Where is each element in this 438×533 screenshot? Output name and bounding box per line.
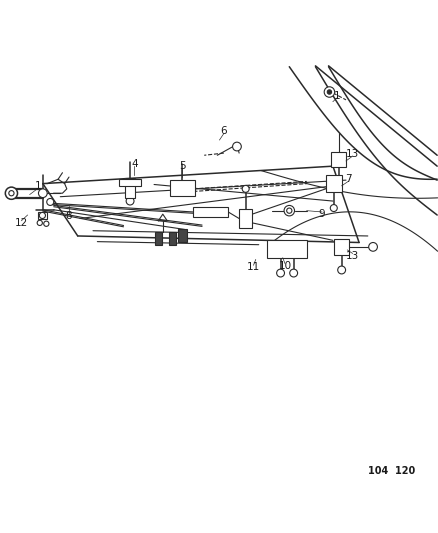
Circle shape (183, 184, 190, 191)
Circle shape (241, 215, 249, 222)
Bar (193, 207, 228, 217)
Bar (333, 239, 349, 255)
Circle shape (9, 191, 14, 196)
Text: 1: 1 (333, 91, 340, 101)
Circle shape (283, 205, 294, 216)
Circle shape (5, 187, 18, 199)
Circle shape (39, 189, 47, 198)
Circle shape (198, 208, 205, 215)
Circle shape (215, 208, 223, 215)
Circle shape (290, 245, 298, 253)
Circle shape (334, 181, 342, 189)
Circle shape (39, 213, 46, 219)
Text: 5: 5 (179, 161, 185, 171)
Bar (124, 179, 135, 198)
Circle shape (232, 142, 241, 151)
Circle shape (337, 266, 345, 274)
Text: 4: 4 (131, 159, 138, 169)
Bar (325, 175, 341, 192)
Circle shape (368, 243, 377, 251)
Text: 104  120: 104 120 (367, 466, 414, 475)
Circle shape (334, 156, 342, 164)
Text: 9: 9 (318, 209, 325, 219)
Circle shape (337, 243, 345, 251)
Text: 6: 6 (220, 126, 226, 136)
Bar (178, 229, 186, 241)
Circle shape (329, 180, 337, 188)
Circle shape (47, 198, 53, 205)
Circle shape (286, 208, 291, 213)
Circle shape (276, 269, 284, 277)
Text: 13: 13 (345, 149, 358, 159)
Text: 8: 8 (66, 211, 72, 221)
Bar (119, 179, 141, 186)
Circle shape (289, 269, 297, 277)
Text: 10: 10 (278, 261, 291, 271)
Circle shape (326, 90, 331, 94)
Bar (169, 232, 176, 245)
Circle shape (329, 205, 336, 212)
Circle shape (37, 220, 42, 225)
Circle shape (323, 87, 334, 97)
Circle shape (126, 197, 134, 205)
Bar (38, 212, 47, 220)
Bar (170, 180, 194, 196)
Bar (155, 232, 162, 245)
Bar (239, 209, 252, 228)
Text: 12: 12 (15, 218, 28, 228)
Text: 13: 13 (345, 251, 358, 261)
Circle shape (44, 221, 49, 227)
Circle shape (275, 245, 283, 253)
Circle shape (174, 184, 181, 191)
Text: 1: 1 (35, 181, 42, 191)
Circle shape (242, 185, 249, 192)
Text: 7: 7 (344, 174, 351, 184)
Bar (267, 240, 306, 258)
Text: 11: 11 (246, 262, 260, 272)
Bar (330, 152, 346, 167)
